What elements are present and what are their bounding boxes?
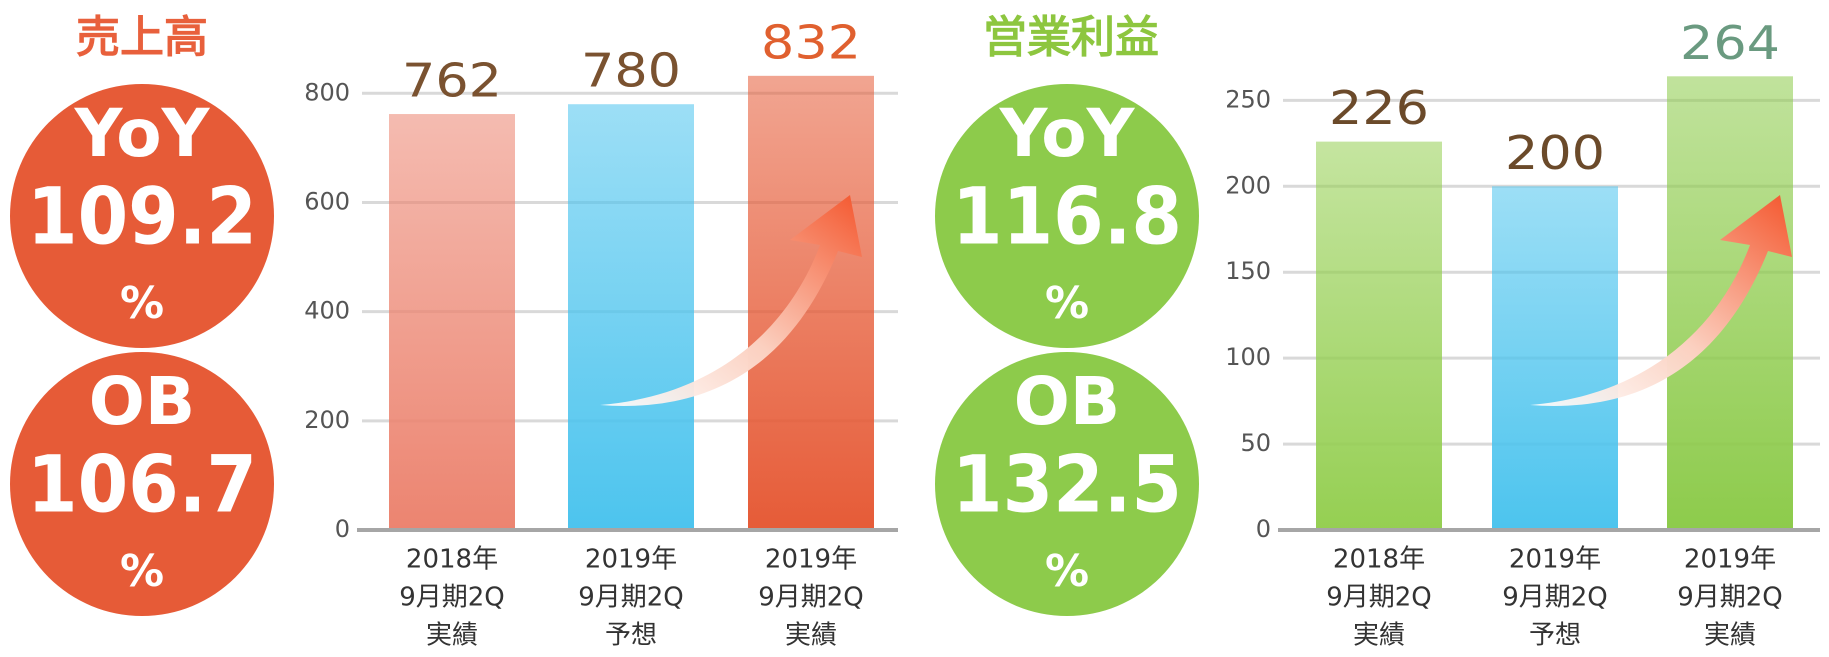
y-tick-label: 0 (335, 515, 350, 543)
x-tick-label: 実績 (1704, 621, 1756, 651)
y-tick-label: 400 (304, 297, 350, 325)
badge-circle (10, 352, 274, 616)
badge-unit: % (120, 278, 164, 329)
bar (568, 104, 694, 530)
badge-value: 106.7 (27, 440, 257, 530)
x-tick-label: 9月期2Q (1502, 583, 1608, 613)
x-tick-label: 9月期2Q (578, 583, 684, 613)
x-tick-label: 9月期2Q (758, 583, 864, 613)
x-tick-label: 9月期2Q (1677, 583, 1783, 613)
x-tick-label: 実績 (426, 621, 478, 651)
x-tick-label: 9月期2Q (1326, 583, 1432, 613)
badge-label: OB (1014, 363, 1120, 440)
badge-unit: % (1045, 546, 1089, 597)
chart-title: 売上高 (76, 12, 208, 63)
y-tick-label: 0 (1256, 515, 1271, 543)
data-label: 200 (1505, 126, 1605, 180)
bar (389, 114, 515, 530)
y-tick-label: 200 (1225, 171, 1271, 199)
badge-value: 132.5 (952, 440, 1182, 530)
x-tick-label: 実績 (1353, 621, 1405, 651)
x-tick-label: 予想 (1529, 621, 1581, 651)
badge-unit: % (1045, 278, 1089, 329)
x-tick-label: 9月期2Q (399, 583, 505, 613)
y-tick-label: 600 (304, 187, 350, 215)
badge-label: OB (89, 363, 195, 440)
x-tick-label: 2019年 (585, 545, 677, 575)
badge-label: YoY (999, 95, 1136, 172)
x-tick-label: 2019年 (765, 545, 857, 575)
y-tick-label: 50 (1240, 429, 1271, 457)
badge-value: 116.8 (952, 172, 1182, 262)
data-label: 780 (581, 44, 681, 98)
badge-unit: % (120, 546, 164, 597)
bar (1492, 186, 1618, 530)
bar (1316, 141, 1442, 531)
x-tick-label: 2019年 (1684, 545, 1776, 575)
x-tick-label: 予想 (605, 621, 657, 651)
y-tick-label: 800 (304, 78, 350, 106)
x-tick-label: 実績 (785, 621, 837, 651)
chart-title: 営業利益 (983, 12, 1159, 63)
x-tick-label: 2019年 (1509, 545, 1601, 575)
badge-circle (935, 84, 1199, 348)
y-tick-label: 250 (1225, 85, 1271, 113)
badge-label: YoY (74, 95, 211, 172)
x-tick-label: 2018年 (1333, 545, 1425, 575)
y-tick-label: 100 (1225, 343, 1271, 371)
y-tick-label: 150 (1225, 257, 1271, 285)
data-label: 762 (402, 54, 502, 108)
badge-circle (935, 352, 1199, 616)
badge-circle (10, 84, 274, 348)
y-tick-label: 200 (304, 406, 350, 434)
data-label: 264 (1680, 16, 1780, 70)
decor-arrow (600, 195, 1792, 406)
x-tick-label: 2018年 (406, 545, 498, 575)
data-label: 226 (1329, 81, 1429, 135)
data-label: 832 (761, 15, 861, 69)
badge-value: 109.2 (27, 172, 257, 262)
